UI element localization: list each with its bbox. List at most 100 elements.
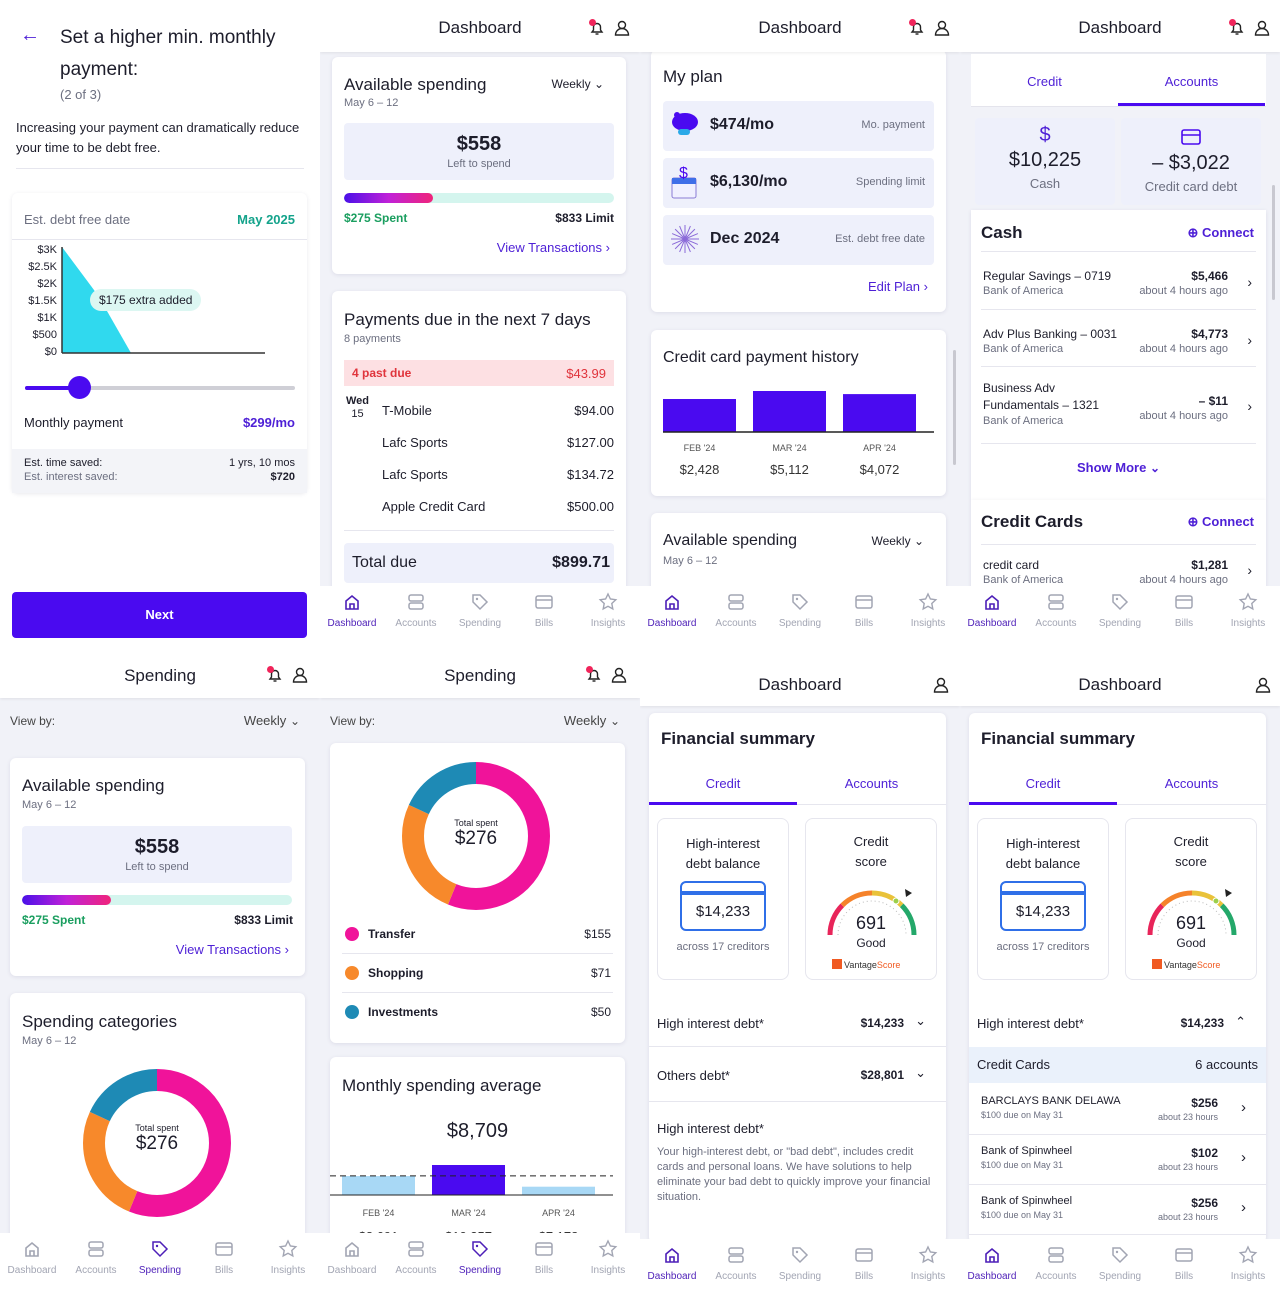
credit-card-icon [1181, 129, 1201, 145]
show-more-button[interactable]: Show More ⌄ [1076, 460, 1161, 475]
account-row[interactable]: Adv Plus Banking – 0031 Bank of America $4… [971, 315, 1266, 367]
bell-icon[interactable] [266, 666, 284, 689]
nav-label: Insights [590, 618, 626, 629]
nav-item-bills[interactable]: Bills [832, 586, 896, 646]
credit-card-row[interactable]: Bank of Spinwheel $100 due on May 31 $102 a… [969, 1135, 1266, 1185]
others-debt-row[interactable]: Others debt* $28,801 ⌄ [657, 1065, 926, 1083]
nav-item-accounts[interactable]: Accounts [704, 586, 768, 646]
profile-icon[interactable] [613, 19, 631, 42]
nav-item-spending[interactable]: Spending [768, 1239, 832, 1293]
nav-item-accounts[interactable]: Accounts [1024, 586, 1088, 646]
credit-debt-tile[interactable]: – $3,022 Credit card debt [1121, 118, 1261, 205]
nav-item-accounts[interactable]: Accounts [384, 1233, 448, 1293]
nav-item-bills[interactable]: Bills [1152, 586, 1216, 646]
scrollbar[interactable] [953, 350, 956, 465]
credit-score-tile[interactable]: Credit score 691 Good VantageScore [1125, 818, 1257, 980]
nav-item-insights[interactable]: Insights [576, 1233, 640, 1293]
high-interest-debt-row[interactable]: High interest debt* $14,233 ⌃ [977, 1014, 1246, 1031]
card-icon [534, 1239, 554, 1265]
profile-icon[interactable] [1253, 19, 1271, 42]
nav-item-insights[interactable]: Insights [1216, 1239, 1280, 1293]
profile-icon[interactable] [1254, 676, 1272, 699]
nav-item-dashboard[interactable]: Dashboard [960, 1239, 1024, 1293]
tab-credit[interactable]: Credit [705, 776, 741, 791]
nav-item-spending[interactable]: Spending [128, 1233, 192, 1293]
nav-item-bills[interactable]: Bills [192, 1233, 256, 1293]
debt-balance-tile[interactable]: High-interest debt balance $14,233 across … [977, 818, 1109, 980]
nav-item-dashboard[interactable]: Dashboard [960, 586, 1024, 646]
profile-icon[interactable] [933, 19, 951, 42]
high-interest-debt-row[interactable]: High interest debt* $14,233 ⌄ [657, 1013, 926, 1031]
period-dropdown[interactable]: Weekly ⌄ [563, 713, 620, 728]
bell-icon[interactable] [585, 666, 603, 689]
bell-icon[interactable] [1228, 19, 1246, 42]
past-due-banner[interactable]: 4 past due $43.99 [344, 360, 614, 386]
connect-button[interactable]: ⊕ Connect [1187, 225, 1254, 240]
back-arrow-icon[interactable]: ← [20, 24, 40, 46]
profile-icon[interactable] [932, 676, 950, 699]
limit-amount: $833 Limit [555, 211, 614, 225]
next-button[interactable]: Next [12, 592, 307, 638]
nav-item-bills[interactable]: Bills [1152, 1239, 1216, 1293]
nav-item-spending[interactable]: Spending [1088, 586, 1152, 646]
nav-item-spending[interactable]: Spending [448, 1233, 512, 1293]
nav-item-accounts[interactable]: Accounts [1024, 1239, 1088, 1293]
nav-item-dashboard[interactable]: Dashboard [320, 586, 384, 646]
payment-row[interactable]: Lafc Sports $134.72 [332, 463, 626, 487]
credit-card-row[interactable]: Bank of Spinwheel $100 due on May 31 $256 a… [969, 1185, 1266, 1235]
tab-accounts[interactable]: Accounts [1164, 74, 1219, 89]
monthly-payment-label: Monthly payment [24, 415, 123, 430]
account-row[interactable]: Business Adv Fundamentals – 1321 Bank of … [971, 372, 1266, 427]
nav-item-bills[interactable]: Bills [512, 1233, 576, 1293]
tab-accounts[interactable]: Accounts [1164, 776, 1219, 791]
profile-icon[interactable] [291, 666, 309, 689]
nav-item-spending[interactable]: Spending [768, 586, 832, 646]
nav-item-dashboard[interactable]: Dashboard [320, 1233, 384, 1293]
nav-item-accounts[interactable]: Accounts [384, 586, 448, 646]
connect-button[interactable]: ⊕ Connect [1187, 514, 1254, 529]
tab-accounts[interactable]: Accounts [844, 776, 899, 791]
profile-icon[interactable] [610, 666, 628, 689]
nav-item-insights[interactable]: Insights [1216, 586, 1280, 646]
period-dropdown[interactable]: Weekly ⌄ [871, 534, 924, 548]
edit-plan-link[interactable]: Edit Plan › [868, 279, 928, 294]
debt-balance-tile[interactable]: High-interest debt balance $14,233 across … [657, 818, 789, 980]
nav-item-dashboard[interactable]: Dashboard [640, 1239, 704, 1293]
period-dropdown[interactable]: Weekly ⌄ [243, 713, 300, 728]
credit-card-row[interactable]: BARCLAYS BANK DELAWA $100 due on May 31 $2… [969, 1085, 1266, 1135]
nav-item-bills[interactable]: Bills [512, 586, 576, 646]
nav-item-spending[interactable]: Spending [448, 586, 512, 646]
payment-slider[interactable] [25, 376, 295, 399]
view-transactions-link[interactable]: View Transactions › [496, 240, 610, 255]
category-row[interactable]: Shopping $71 [342, 954, 613, 993]
nav-item-insights[interactable]: Insights [256, 1233, 320, 1293]
tab-credit[interactable]: Credit [1027, 74, 1062, 89]
account-row[interactable]: Regular Savings – 0719 Bank of America $5,… [971, 257, 1266, 309]
tab-credit[interactable]: Credit [1025, 776, 1061, 791]
nav-item-dashboard[interactable]: Dashboard [0, 1233, 64, 1293]
account-row[interactable]: credit card Bank of America $1,281 about… [983, 558, 1252, 586]
bell-icon[interactable] [588, 19, 606, 42]
nav-item-bills[interactable]: Bills [832, 1239, 896, 1293]
nav-item-insights[interactable]: Insights [896, 586, 960, 646]
payment-row[interactable]: Apple Credit Card $500.00 [332, 495, 626, 519]
x-tick-label: APR '24 [542, 1208, 575, 1218]
credit-score-tile[interactable]: Credit score 691 Good VantageScore [805, 818, 937, 980]
view-transactions-link[interactable]: View Transactions › [175, 942, 289, 957]
nav-item-insights[interactable]: Insights [576, 586, 640, 646]
y-tick-label: $0 [44, 346, 57, 358]
payment-row[interactable]: T-Mobile $94.00 [332, 399, 626, 423]
category-row[interactable]: Transfer $155 [342, 915, 613, 954]
nav-item-spending[interactable]: Spending [1088, 1239, 1152, 1293]
nav-item-accounts[interactable]: Accounts [64, 1233, 128, 1293]
slider-knob[interactable] [68, 376, 91, 399]
bell-icon[interactable] [908, 19, 926, 42]
scrollbar[interactable] [1272, 185, 1275, 300]
category-row[interactable]: Investments $50 [342, 993, 613, 1032]
period-dropdown[interactable]: Weekly ⌄ [551, 77, 604, 91]
cash-tile[interactable]: $ $10,225 Cash [975, 118, 1115, 205]
nav-item-accounts[interactable]: Accounts [704, 1239, 768, 1293]
payment-row[interactable]: Lafc Sports $127.00 [332, 431, 626, 455]
nav-item-insights[interactable]: Insights [896, 1239, 960, 1293]
nav-item-dashboard[interactable]: Dashboard [640, 586, 704, 646]
